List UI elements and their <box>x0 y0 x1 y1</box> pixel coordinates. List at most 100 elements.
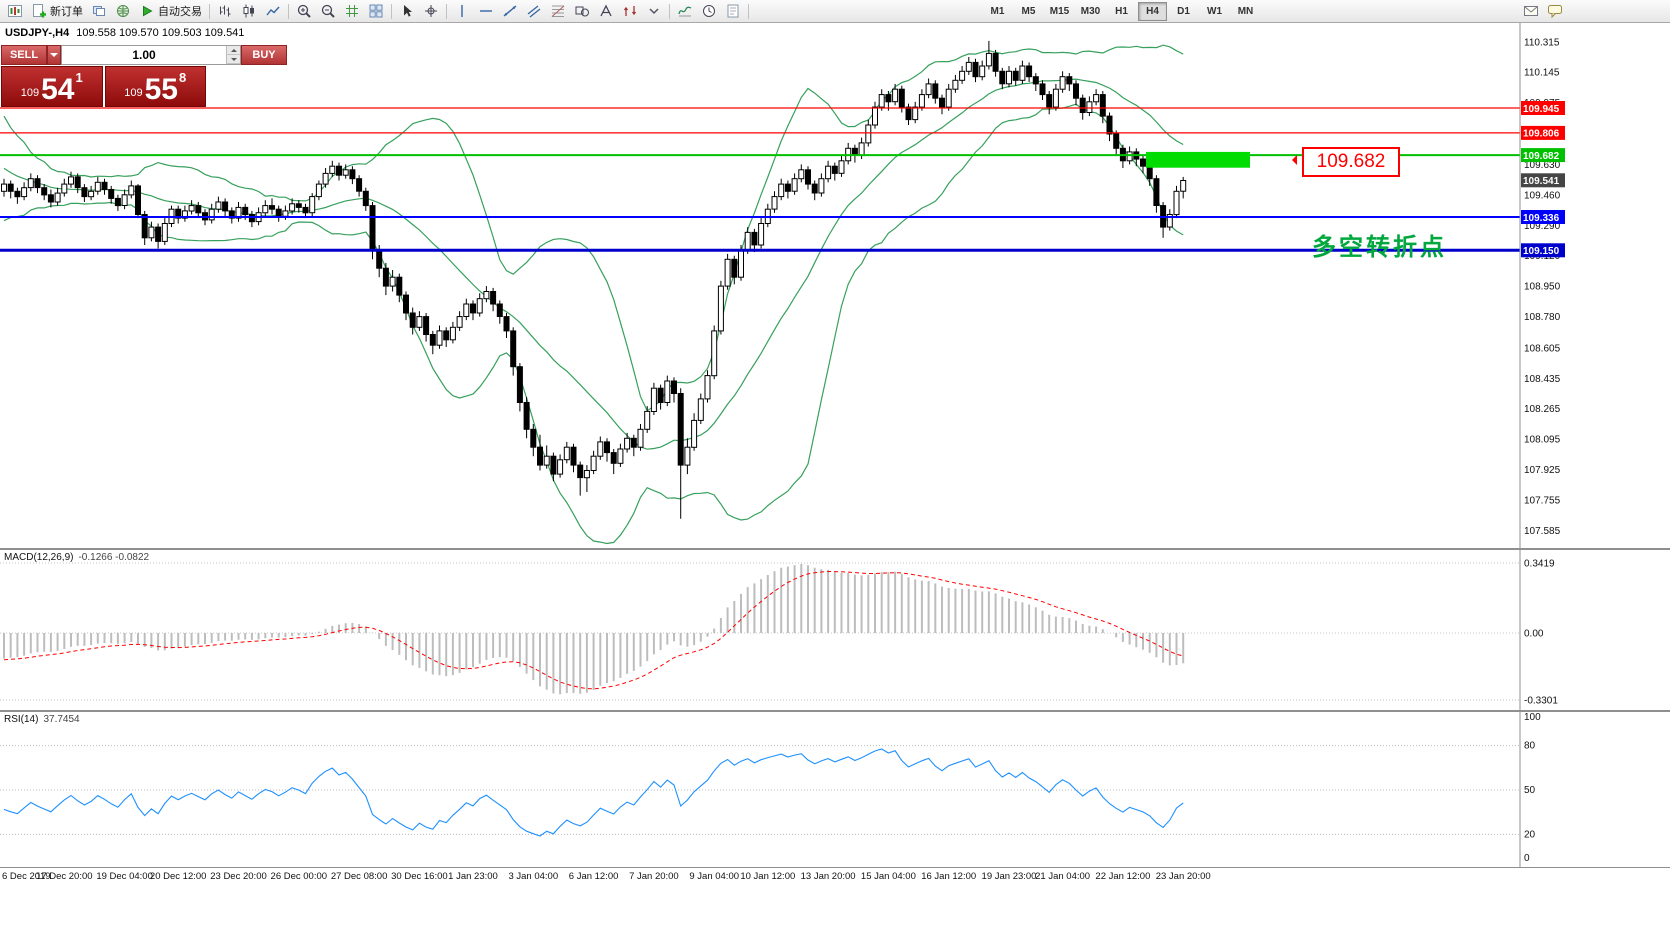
vertical-line-button[interactable] <box>450 0 474 23</box>
timeframe-w1-button[interactable]: W1 <box>1207 5 1222 17</box>
panel-splitter[interactable] <box>0 548 1670 550</box>
time-axis-label: 17 Dec 20:00 <box>36 871 93 882</box>
new-order-button-label: 新订单 <box>50 6 83 18</box>
time-axis-label: 20 Dec 12:00 <box>149 871 207 882</box>
price-level-flag[interactable]: 109.682 <box>1302 147 1400 177</box>
grid-button[interactable] <box>340 0 364 23</box>
timeframe-m1-button[interactable]: M1 <box>990 5 1005 17</box>
zoom-in-button[interactable] <box>292 0 316 23</box>
drawing-tools-caret-button[interactable] <box>642 0 666 23</box>
svg-text:0.00: 0.00 <box>1524 629 1544 640</box>
buy-price-pip: 8 <box>179 70 187 85</box>
candles-layer <box>1 40 1187 519</box>
svg-text:108.780: 108.780 <box>1524 312 1561 323</box>
templates-button[interactable] <box>721 0 745 23</box>
macd-title: MACD(12,26,9) -0.1266 -0.0822 <box>4 552 149 563</box>
caret-up-icon <box>230 46 237 52</box>
buy-price-prefix: 109 <box>124 87 143 99</box>
bar-chart-button[interactable] <box>213 0 237 23</box>
ohlc-values: 109.558 109.570 109.503 109.541 <box>76 27 245 39</box>
time-axis-label: 23 Jan 20:00 <box>1155 871 1211 882</box>
volume-up-button[interactable] <box>227 46 240 55</box>
line-chart-button[interactable] <box>261 0 285 23</box>
new-order-button[interactable]: 新订单 <box>27 0 87 23</box>
macd-values: -0.1266 -0.0822 <box>78 552 150 563</box>
mailbox-button[interactable] <box>1519 0 1543 23</box>
time-axis-label: 15 Jan 04:00 <box>860 871 916 882</box>
tile-windows-icon <box>369 4 383 18</box>
svg-text:110.145: 110.145 <box>1524 68 1560 79</box>
bar-chart-icon <box>220 5 231 17</box>
timeframe-h4-button[interactable]: H4 <box>1138 1 1167 21</box>
autotrading-button[interactable]: 自动交易 <box>135 0 206 23</box>
caret-down-icon <box>50 53 58 61</box>
timeframe-mn-button[interactable]: MN <box>1237 5 1254 17</box>
channel-icon <box>527 5 541 18</box>
timeframe-m15-button[interactable]: M15 <box>1049 5 1070 17</box>
zoom-in-icon <box>297 4 311 18</box>
buy-price-box[interactable]: 109 55 8 <box>104 66 206 107</box>
rsi-panel: 100 80 50 20 0 <box>0 712 1670 867</box>
toolbar-separator <box>209 3 210 19</box>
chart-profiles-button[interactable] <box>87 0 111 23</box>
periods-button[interactable] <box>697 0 721 23</box>
volume-input[interactable] <box>62 46 226 64</box>
svg-text:109.630: 109.630 <box>1524 160 1561 171</box>
supply-zone-rect[interactable] <box>1146 151 1250 168</box>
new-chart-button[interactable] <box>3 0 27 23</box>
shapes-button[interactable] <box>570 0 594 23</box>
trendline-icon <box>503 5 517 17</box>
price-chart-plot[interactable]: 110.315110.145109.975109.805109.630109.4… <box>0 23 1670 548</box>
fibonacci-button[interactable] <box>546 0 570 23</box>
candlestick-chart-button[interactable] <box>237 0 261 23</box>
timeframe-m5-button[interactable]: M5 <box>1021 5 1036 17</box>
indicators-button[interactable] <box>673 0 697 23</box>
news-button[interactable] <box>1543 0 1567 23</box>
price-axis-tags: 109.945 109.806 109.682 109.336 109.150 109.5… <box>1521 101 1565 258</box>
time-axis-label: 19 Jan 23:00 <box>981 871 1037 882</box>
horizontal-line-button[interactable] <box>474 0 498 23</box>
tile-windows-button[interactable] <box>364 0 388 23</box>
time-axis-label: 19 Dec 04:00 <box>96 871 153 882</box>
window-background <box>0 886 1670 947</box>
macd-plot[interactable]: 0.3419 0.00 -0.3301 <box>0 550 1670 710</box>
horizontal-lines <box>0 107 1520 252</box>
sell-price-big: 54 <box>41 73 75 106</box>
sell-button[interactable]: SELL <box>1 45 47 65</box>
timeframe-d1-button[interactable]: D1 <box>1177 5 1190 17</box>
equidistant-channel-button[interactable] <box>522 0 546 23</box>
rsi-title: RSI(14) 37.7454 <box>4 714 80 725</box>
svg-text:108.265: 108.265 <box>1524 404 1561 415</box>
market-watch-button[interactable] <box>111 0 135 23</box>
timeframe-m30-button[interactable]: M30 <box>1080 5 1101 17</box>
rsi-plot[interactable]: 100 80 50 20 0 <box>0 712 1670 867</box>
svg-text:-0.3301: -0.3301 <box>1524 696 1558 707</box>
timeframe-h1-button[interactable]: H1 <box>1115 5 1128 17</box>
buy-button[interactable]: BUY <box>241 45 287 65</box>
svg-text:0: 0 <box>1524 853 1530 864</box>
grid-icon <box>346 5 358 17</box>
panel-splitter[interactable] <box>0 710 1670 712</box>
time-axis-label: 27 Dec 08:00 <box>330 871 388 882</box>
svg-text:109.682: 109.682 <box>1523 151 1560 162</box>
toolbar-separator <box>288 3 289 19</box>
template-icon <box>727 4 739 18</box>
time-axis-label: 26 Dec 00:00 <box>270 871 328 882</box>
time-axis[interactable]: 6 Dec 2019 17 Dec 20:00 19 Dec 04:00 20 Dec… <box>0 867 1670 886</box>
pivot-zone-text: 多空转折点 <box>1312 234 1447 261</box>
new-order-icon <box>33 4 46 18</box>
cursor-button[interactable] <box>395 0 419 23</box>
price-axis[interactable] <box>1520 23 1670 867</box>
text-label-button[interactable] <box>594 0 618 23</box>
sell-price-box[interactable]: 109 54 1 <box>1 66 103 107</box>
time-axis-label: 22 Jan 12:00 <box>1095 871 1151 882</box>
volume-down-button[interactable] <box>227 55 240 64</box>
caret-down-icon <box>230 57 237 64</box>
arrows-button[interactable] <box>618 0 642 23</box>
sell-options-caret[interactable] <box>47 45 61 65</box>
trendline-button[interactable] <box>498 0 522 23</box>
svg-text:108.950: 108.950 <box>1524 282 1561 293</box>
zoom-out-button[interactable] <box>316 0 340 23</box>
crosshair-button[interactable] <box>419 0 443 23</box>
